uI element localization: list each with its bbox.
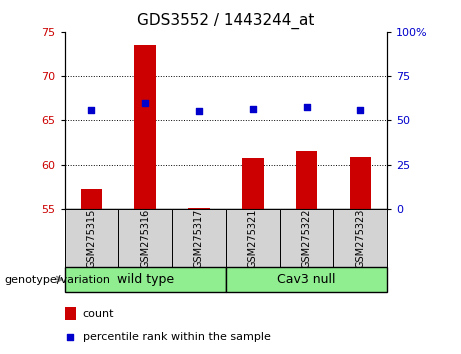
Bar	[226, 267, 387, 292]
Text: GSM275316: GSM275316	[140, 209, 150, 268]
Bar	[226, 209, 280, 267]
Text: GSM275321: GSM275321	[248, 209, 258, 268]
Point	[357, 107, 364, 113]
Text: GSM275317: GSM275317	[194, 209, 204, 268]
Point	[278, 229, 285, 235]
Bar	[135, 45, 156, 209]
Text: GSM275315: GSM275315	[86, 209, 96, 268]
Point	[88, 107, 95, 113]
Text: Cav3 null: Cav3 null	[278, 273, 336, 286]
Text: genotype/variation: genotype/variation	[5, 275, 111, 285]
Bar	[242, 158, 264, 209]
Bar	[188, 208, 210, 209]
Bar	[65, 209, 118, 267]
Point	[195, 108, 203, 114]
Text: count: count	[83, 309, 114, 319]
Text: percentile rank within the sample: percentile rank within the sample	[83, 332, 271, 342]
Bar	[118, 209, 172, 267]
Title: GDS3552 / 1443244_at: GDS3552 / 1443244_at	[137, 13, 314, 29]
Bar	[172, 209, 226, 267]
Point	[142, 100, 149, 105]
Text: GSM275322: GSM275322	[301, 208, 312, 268]
Text: GSM275323: GSM275323	[355, 209, 366, 268]
Text: wild type: wild type	[117, 273, 174, 286]
Bar	[81, 189, 102, 209]
Bar	[296, 152, 317, 209]
Bar	[280, 209, 333, 267]
Bar	[65, 307, 76, 320]
Bar	[65, 267, 226, 292]
Point	[303, 104, 310, 110]
Bar	[333, 209, 387, 267]
Bar	[349, 157, 371, 209]
Point	[249, 106, 256, 112]
